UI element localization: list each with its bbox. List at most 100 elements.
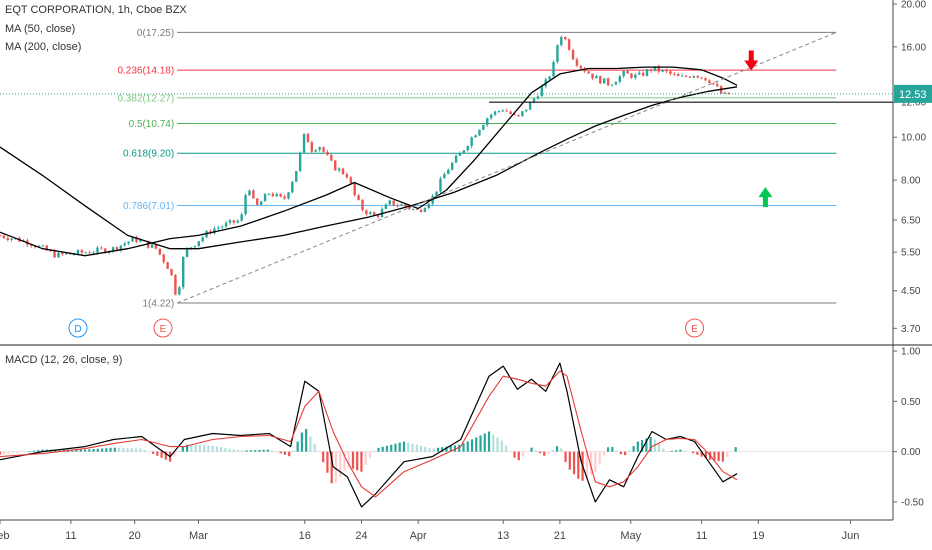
macd-histogram-bar	[513, 451, 516, 458]
macd-histogram-bar	[624, 451, 627, 456]
time-tick-label: 24	[355, 530, 367, 542]
dividend-marker	[68, 318, 88, 338]
macd-histogram-bar	[351, 451, 355, 469]
macd-histogram-bar	[394, 443, 397, 452]
candle-body	[700, 77, 703, 79]
candle-body	[571, 49, 575, 60]
macd-histogram-bar	[713, 451, 716, 461]
macd-tick-label: 1.00	[901, 347, 921, 358]
candle-body	[396, 205, 399, 207]
macd-histogram-bar	[432, 448, 435, 452]
candle-body	[415, 208, 419, 210]
candle-body	[291, 181, 294, 193]
candle-body	[248, 190, 251, 196]
macd-histogram-bar	[147, 451, 150, 453]
macd-histogram-bar	[347, 451, 350, 468]
fib-level-label: 0(17.25)	[137, 28, 174, 39]
macd-histogram-bar	[645, 438, 648, 452]
macd-histogram-bar	[479, 435, 482, 452]
macd-histogram-bar	[419, 445, 423, 452]
candle-body	[525, 109, 528, 112]
candle-body	[158, 248, 162, 255]
candle-body	[443, 174, 446, 179]
ma50-legend[interactable]: MA (50, close)	[5, 23, 76, 35]
candle-body	[271, 193, 275, 197]
candle-body	[306, 133, 310, 143]
macd-histogram-bar	[577, 451, 580, 479]
price-tick-label: 8.00	[901, 176, 921, 187]
candle-body	[641, 72, 645, 76]
candle-body	[139, 240, 142, 242]
macd-histogram-bar	[534, 450, 537, 452]
candle-body	[599, 76, 602, 84]
time-tick-label: 19	[752, 530, 764, 542]
candle-body	[680, 75, 684, 77]
macd-histogram-bar	[521, 451, 525, 457]
macd-histogram-bar	[224, 447, 227, 452]
candle-body	[482, 125, 485, 130]
candle-body	[521, 111, 524, 117]
candle-body	[201, 237, 204, 242]
candle-body	[166, 262, 169, 269]
candle-body	[376, 215, 380, 217]
macd-histogram-bar	[360, 451, 363, 472]
macd-histogram-bar	[619, 451, 622, 455]
candle-body	[349, 177, 353, 184]
macd-histogram-bar	[466, 441, 469, 452]
macd-histogram-bar	[509, 451, 512, 453]
candle-body	[263, 194, 267, 202]
candle-body	[712, 83, 715, 85]
macd-histogram-bar	[173, 451, 176, 457]
arrow-down-icon	[744, 50, 759, 71]
macd-histogram-bar	[122, 447, 125, 452]
macd-histogram-bar	[32, 450, 36, 452]
macd-histogram-bar	[436, 447, 440, 452]
candle-body	[193, 245, 197, 248]
macd-histogram-bar	[589, 451, 593, 475]
macd-histogram-bar	[37, 450, 40, 452]
macd-histogram-bar	[292, 450, 295, 452]
candle-body	[411, 208, 415, 210]
candle-body	[68, 253, 72, 255]
macd-histogram-bar	[109, 447, 112, 452]
candle-body	[716, 84, 719, 87]
candle-body	[337, 168, 341, 171]
candle-body	[392, 200, 395, 206]
macd-histogram-bar	[683, 450, 686, 452]
fib-level-label: 1(4.22)	[142, 299, 174, 310]
candle-body	[423, 208, 427, 212]
macd-histogram-bar	[92, 449, 95, 452]
fib-level-label: 0.618(9.20)	[123, 149, 174, 160]
price-tick-label: 6.50	[901, 216, 921, 227]
ma200-legend[interactable]: MA (200, close)	[5, 41, 82, 53]
candle-body	[501, 110, 505, 112]
candle-body	[279, 193, 282, 197]
candle-body	[567, 39, 571, 50]
candle-body	[220, 226, 224, 228]
time-tick-label: Mar	[189, 530, 208, 542]
macd-histogram-bar	[700, 451, 703, 457]
symbol-title[interactable]: EQT CORPORATION, 1h, Cboe BZX	[5, 4, 187, 16]
time-tick-label: Jun	[842, 530, 860, 542]
macd-histogram-bar	[547, 451, 550, 455]
macd-histogram-bar	[428, 447, 431, 452]
candle-body	[560, 37, 563, 46]
candle-body	[606, 78, 610, 86]
macd-histogram-bar	[496, 437, 499, 452]
macd-histogram-bar	[641, 440, 644, 452]
candle-body	[6, 238, 9, 241]
macd-histogram-bar	[381, 446, 384, 452]
macd-legend[interactable]: MACD (12, 26, close, 9)	[5, 354, 123, 366]
macd-histogram-bar	[151, 451, 155, 454]
candle-body	[267, 193, 271, 195]
candle-body	[419, 209, 423, 212]
macd-histogram-bar	[538, 451, 542, 454]
macd-histogram-bar	[7, 451, 10, 454]
macd-histogram-bar	[530, 447, 533, 452]
candle-body	[326, 151, 329, 155]
macd-histogram-bar	[398, 442, 401, 452]
price-tick-label: 12.00	[901, 98, 926, 109]
candle-body	[341, 168, 345, 175]
macd-histogram-bar	[228, 448, 231, 452]
